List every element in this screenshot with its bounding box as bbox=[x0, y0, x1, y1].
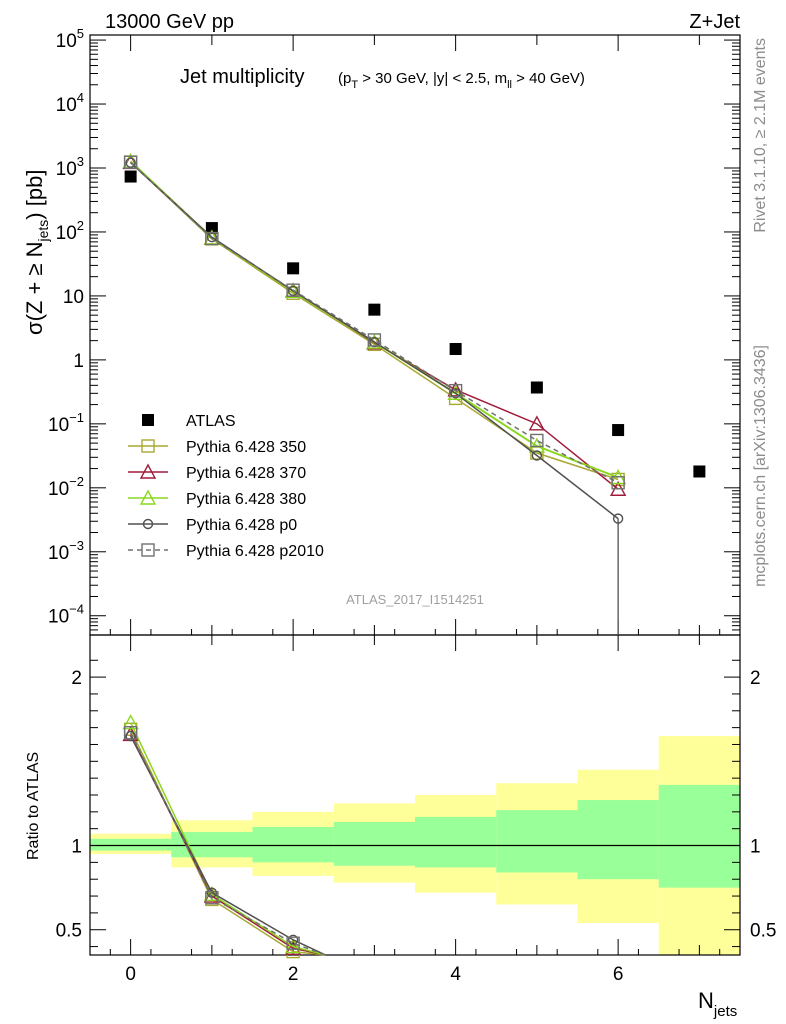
ratio-data-point bbox=[205, 891, 219, 905]
analysis-label: ATLAS_2017_I1514251 bbox=[346, 592, 484, 607]
series-atlas bbox=[124, 170, 706, 478]
ratio-y-tick-label-right: 1 bbox=[750, 837, 761, 858]
data-point bbox=[123, 155, 138, 169]
legend-item: Pythia 6.428 380 bbox=[128, 489, 306, 508]
series-pythia-6-428-p0 bbox=[125, 157, 624, 524]
ratio-band-green-bin bbox=[577, 800, 659, 880]
ratio-band-green-bin bbox=[658, 784, 740, 888]
data-point bbox=[611, 476, 625, 490]
ratio-y-tick-label-left: 0.5 bbox=[56, 921, 82, 942]
data-point bbox=[287, 285, 299, 297]
ratio-band-green-bin bbox=[415, 816, 497, 868]
legend-marker bbox=[139, 489, 157, 505]
ratio-y-tick-label-right: 0.5 bbox=[750, 921, 776, 942]
legend-label: Pythia 6.428 380 bbox=[186, 491, 306, 508]
data-point bbox=[528, 437, 546, 453]
ratio-y-tick-label-left: 1 bbox=[71, 837, 82, 858]
legend-marker bbox=[141, 439, 155, 453]
data-point bbox=[447, 384, 464, 401]
ratio-series-pythia-6-428-p2010 bbox=[123, 725, 326, 956]
data-point bbox=[205, 231, 219, 246]
x-tick-label: 4 bbox=[450, 964, 461, 985]
mcplots-label: mcplots.cern.ch [arXiv:1306.3436] bbox=[752, 345, 769, 587]
legend-marker bbox=[139, 463, 157, 479]
data-point bbox=[286, 283, 300, 297]
main-data-series bbox=[122, 152, 706, 635]
ratio-data-point bbox=[286, 936, 300, 950]
data-point bbox=[693, 465, 706, 478]
data-point bbox=[612, 424, 625, 437]
data-point bbox=[284, 282, 302, 299]
series-pythia-6-428-p2010 bbox=[123, 155, 625, 490]
ratio-band-green-bin bbox=[252, 827, 334, 863]
ratio-y-tick-label-left: 2 bbox=[71, 668, 82, 689]
y-tick-label: 10−3 bbox=[48, 538, 84, 564]
chart-subtitle: (pT > 30 GeV, |y| < 2.5, mll > 40 GeV) bbox=[338, 70, 585, 91]
y-tick-label: 102 bbox=[56, 218, 84, 244]
x-tick-label: 0 bbox=[125, 964, 136, 985]
legend-item: ATLAS bbox=[142, 413, 236, 430]
ratio-axis-ticks: 0 2 4 6 0.5 0.5 1 1 2 2 bbox=[56, 635, 776, 985]
data-point bbox=[448, 383, 463, 398]
legend-label: Pythia 6.428 370 bbox=[186, 465, 306, 482]
legend-item: Pythia 6.428 p2010 bbox=[128, 543, 324, 560]
x-tick-label: 6 bbox=[613, 964, 624, 985]
rivet-version-label: Rivet 3.1.10, ≥ 2.1M events bbox=[752, 38, 769, 233]
legend-marker bbox=[141, 543, 155, 557]
data-point bbox=[531, 450, 543, 461]
ratio-data-point bbox=[284, 938, 302, 954]
data-point bbox=[368, 303, 381, 316]
legend-label: Pythia 6.428 350 bbox=[186, 439, 306, 456]
data-point bbox=[125, 157, 136, 168]
series-line bbox=[130, 162, 619, 520]
data-point bbox=[447, 381, 464, 397]
legend-label: ATLAS bbox=[186, 413, 236, 430]
y-tick-label: 1 bbox=[73, 351, 84, 372]
data-point bbox=[367, 333, 382, 347]
data-point bbox=[450, 388, 461, 399]
legend-item: Pythia 6.428 350 bbox=[128, 439, 306, 456]
data-point bbox=[287, 262, 300, 275]
ratio-band-green-bin bbox=[90, 838, 172, 851]
chart-title-text: Jet multiplicity bbox=[180, 66, 304, 88]
legend-item: Pythia 6.428 p0 bbox=[128, 517, 297, 534]
ratio-series-line bbox=[129, 732, 326, 956]
ratio-data-point bbox=[123, 725, 138, 740]
data-point bbox=[530, 381, 543, 394]
series-line bbox=[130, 161, 619, 484]
data-point bbox=[449, 342, 462, 355]
legend-label: Pythia 6.428 p2010 bbox=[186, 543, 324, 560]
ratio-data-point bbox=[122, 714, 139, 730]
legend-marker bbox=[142, 414, 154, 426]
ratio-band-green-bin bbox=[333, 821, 415, 866]
ratio-data-series bbox=[122, 714, 326, 959]
process-label: Z+Jet bbox=[689, 11, 740, 33]
ratio-data-point bbox=[125, 730, 136, 742]
energy-label: 13000 GeV pp bbox=[105, 11, 234, 33]
data-point bbox=[205, 222, 218, 235]
legend-label: Pythia 6.428 p0 bbox=[186, 517, 297, 534]
data-point bbox=[124, 170, 137, 183]
ratio-y-axis-label: Ratio to ATLAS bbox=[25, 752, 42, 860]
y-tick-label: 10 bbox=[63, 287, 84, 308]
legend: ATLAS Pythia 6.428 350 Pythia 6.428 370 Pyt… bbox=[128, 413, 324, 560]
data-point bbox=[528, 415, 546, 431]
ratio-y-tick-label-right: 2 bbox=[750, 668, 761, 689]
chart-title: Jet multiplicity bbox=[180, 66, 304, 88]
main-y-axis-label: σ(Z + ≥ Njets) [pb] bbox=[22, 170, 51, 335]
data-point bbox=[530, 433, 544, 448]
legend-item: Pythia 6.428 370 bbox=[128, 463, 306, 482]
ratio-series-line bbox=[129, 722, 326, 956]
legend-marker bbox=[142, 518, 154, 530]
x-tick-label: 2 bbox=[288, 964, 299, 985]
ratio-band-green-bin bbox=[496, 810, 578, 873]
